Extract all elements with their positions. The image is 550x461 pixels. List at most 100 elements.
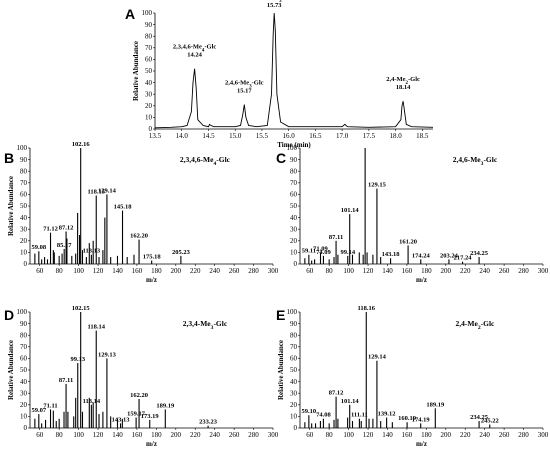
panel-b-peak-label: 113.13 — [83, 248, 101, 255]
panel-e-peak-label: 160.19 — [398, 415, 417, 422]
panel-d-xtick-label: 100 — [73, 431, 84, 439]
panel-b-y-axis-label: Relative Abundance — [7, 176, 15, 236]
panel-d-peak-label: 118.14 — [87, 324, 105, 331]
panel-a-ytick-label: 10 — [145, 114, 153, 122]
panel-d-ytick-label: 30 — [20, 389, 28, 397]
panel-b-peak-label: 59.08 — [32, 244, 47, 251]
panel-d-ytick-label: 40 — [20, 378, 28, 386]
panel-c-ytick-label: 30 — [290, 225, 298, 233]
panel-d-peak-label: 189.19 — [156, 402, 175, 409]
panel-a-peak-name: 2,4-Me2-Glc — [386, 76, 420, 86]
panel-a-peak-name: 2,3,4-Me3-Glc — [255, 0, 294, 4]
panel-c-x-axis-label: m/z — [416, 276, 427, 284]
panel-e-peak-label: 189.19 — [426, 401, 445, 408]
panel-d-xtick-label: 240 — [209, 431, 220, 439]
panel-a-xtick-label: 16.0 — [283, 132, 296, 140]
panel-b-peak-label: 118.15 — [87, 189, 105, 196]
panel-e-xtick-label: 100 — [343, 431, 354, 439]
panel-e-xtick-label: 180 — [421, 431, 432, 439]
panel-d-peak-label: 113.14 — [83, 398, 101, 405]
panel-a-ytick-label: 80 — [145, 32, 153, 40]
panel-c: C 0 10 20 30 40 50 60 70 80 90 100 60 80 100 120 140 160 1… — [276, 144, 549, 284]
panel-b-xtick-label: 120 — [93, 267, 104, 275]
panel-b-peak-label: 87.12 — [59, 225, 74, 232]
panel-a-xtick-label: 13.5 — [149, 132, 162, 140]
panel-c-ytick-label: 90 — [290, 156, 298, 164]
panel-c-peak-label: 71.09 — [313, 245, 328, 252]
panel-d-xtick-label: 220 — [190, 431, 201, 439]
panel-b-peak-label: 145.18 — [114, 204, 133, 211]
panel-c-peak-label: 161.20 — [399, 238, 417, 245]
panel-e-letter: E — [276, 307, 285, 323]
panel-b-peak-label: 102.16 — [72, 141, 91, 148]
panel-d-peak-label: 143.13 — [112, 416, 131, 423]
panel-e-peak-label: 245.22 — [481, 418, 499, 425]
panel-d-xtick-label: 280 — [248, 431, 259, 439]
panel-e-ytick-label: 20 — [290, 401, 298, 409]
panel-d-ytick-label: 0 — [24, 424, 28, 432]
panel-e: E 0 10 20 30 40 50 60 70 80 90 100 60 80 100 120 140 160 1… — [276, 305, 549, 448]
panel-a-peak-time: 14.24 — [187, 52, 202, 59]
panel-e-ytick-label: 0 — [294, 424, 298, 432]
panel-e-xtick-label: 280 — [518, 431, 529, 439]
panel-e-xtick-label: 140 — [382, 431, 393, 439]
panel-e-peak-label: 118.16 — [357, 305, 375, 312]
panel-b-xtick-label: 80 — [56, 267, 64, 275]
panel-e-ytick-label: 80 — [290, 331, 298, 339]
panel-c-peak-label: 234.25 — [470, 250, 489, 257]
panel-e-peak-label: 234.25 — [470, 414, 489, 421]
panel-a-peak-time: 18.14 — [396, 84, 411, 91]
panel-b-peak-label: 162.20 — [130, 233, 148, 240]
panel-b-xtick-label: 200 — [171, 267, 182, 275]
panel-c-compound: 2,4,6-Me3-Glc — [453, 155, 498, 167]
panel-a-ytick-label: 0 — [149, 125, 153, 133]
panel-b-peak-label: 129.14 — [98, 187, 117, 194]
panel-b-ytick-label: 10 — [20, 249, 28, 257]
panel-c-ytick-label: 20 — [290, 237, 298, 245]
panel-b-ytick-label: 0 — [24, 260, 28, 268]
panel-e-xtick-label: 300 — [538, 431, 549, 439]
panel-a-xtick-label: 18.5 — [416, 132, 429, 140]
panel-a-peak-time: 15.73 — [267, 2, 282, 9]
panel-e-xtick-label: 60 — [306, 431, 314, 439]
panel-b-xtick-label: 280 — [248, 267, 259, 275]
panel-a-xtick-label: 17.0 — [336, 132, 349, 140]
panel-c-xtick-label: 180 — [421, 267, 432, 275]
panel-e-peak-label: 129.14 — [368, 354, 387, 361]
panel-b-xtick-label: 100 — [73, 267, 84, 275]
panel-d-ytick-label: 100 — [17, 308, 28, 316]
panel-d-ytick-label: 50 — [20, 366, 28, 374]
panel-d-xtick-label: 80 — [56, 431, 64, 439]
panel-e-xtick-label: 120 — [363, 431, 374, 439]
panel-e-ytick-label: 100 — [287, 308, 298, 316]
panel-e-ytick-label: 90 — [290, 320, 298, 328]
panel-b-xtick-label: 60 — [36, 267, 44, 275]
panel-c-xtick-label: 300 — [538, 267, 549, 275]
panel-e-y-axis-label: Relative Abundance — [277, 340, 285, 400]
panel-c-peak-label: 87.11 — [329, 234, 343, 241]
panel-c-xtick-label: 200 — [441, 267, 452, 275]
panel-b-compound: 2,3,4,6-Me4-Glc — [180, 155, 231, 167]
panel-d-peak-label: 59.07 — [32, 407, 47, 414]
panel-c-ytick-label: 50 — [290, 202, 298, 210]
panel-e-xtick-label: 220 — [460, 431, 471, 439]
panel-d-letter: D — [4, 307, 14, 323]
panel-a-xtick-label: 18.0 — [389, 132, 402, 140]
panel-e-peak-label: 174.19 — [412, 416, 431, 423]
panel-b-peak-label: 71.12 — [43, 226, 58, 233]
panel-a-ytick-label: 40 — [145, 79, 153, 87]
panel-e-peak-label: 139.12 — [378, 411, 396, 418]
panel-c-peak-label: 59.11 — [302, 248, 316, 255]
panel-d-peak-label: 71.11 — [43, 402, 57, 409]
panel-d-xtick-label: 120 — [93, 431, 104, 439]
panel-d-peak-label: 87.11 — [59, 377, 73, 384]
panel-a-ytick-label: 60 — [145, 56, 153, 64]
panel-d-xtick-label: 140 — [112, 431, 123, 439]
panel-b-xtick-label: 160 — [132, 267, 143, 275]
panel-a-letter: A — [125, 6, 135, 22]
panel-e-ytick-label: 60 — [290, 355, 298, 363]
panel-d-ytick-label: 80 — [20, 331, 28, 339]
panel-b-peak-label: 175.18 — [143, 254, 162, 261]
panel-d-peak-label: 162.20 — [130, 392, 148, 399]
panel-e-peak-label: 87.12 — [329, 390, 344, 397]
